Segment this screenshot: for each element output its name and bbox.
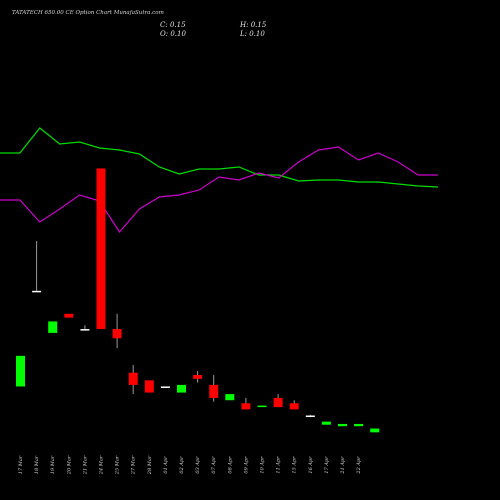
x-tick-label: 19 Mar <box>50 455 56 474</box>
candle <box>96 168 106 330</box>
candle <box>128 365 138 395</box>
green-line-series <box>0 127 439 188</box>
candle-body <box>112 329 122 339</box>
candle <box>177 384 186 393</box>
x-tick-label: 27 Mar <box>131 455 137 475</box>
candle <box>112 313 122 349</box>
candle <box>273 394 283 408</box>
candle-body <box>128 372 138 385</box>
candle-body <box>96 168 106 330</box>
candle <box>241 397 251 410</box>
candle-body <box>177 384 186 393</box>
candle <box>32 241 42 293</box>
x-tick-label: 17 Apr <box>324 456 330 474</box>
candle <box>64 313 74 318</box>
x-tick-label: 15 Apr <box>292 456 298 474</box>
magenta-line-series <box>0 146 438 233</box>
candle <box>209 374 219 402</box>
candle-body <box>305 415 315 418</box>
candle <box>16 355 25 387</box>
candle <box>370 428 380 433</box>
candle <box>354 423 364 427</box>
candle <box>257 405 267 408</box>
candle-body <box>338 423 347 427</box>
x-tick-label: 07 Apr <box>211 456 217 474</box>
candle-body <box>144 380 154 393</box>
candlesticks <box>16 168 380 433</box>
high-value: H: 0.15 <box>240 21 267 29</box>
candle-body <box>273 397 283 408</box>
x-tick-label: 01 Apr <box>163 456 169 474</box>
x-tick-label: 18 Mar <box>34 455 40 474</box>
x-tick-label: 11 Apr <box>276 456 282 474</box>
x-tick-label: 02 Apr <box>179 456 185 474</box>
close-value: C: 0.15 <box>160 21 186 29</box>
open-value: O: 0.10 <box>160 30 186 38</box>
candle-body <box>241 403 251 410</box>
candle <box>80 325 90 331</box>
x-tick-label: 16 Apr <box>308 456 314 474</box>
candle <box>338 423 347 427</box>
x-tick-label: 21 Apr <box>340 456 346 475</box>
indicator-lines <box>0 127 439 233</box>
candle <box>144 380 154 393</box>
x-tick-label: 21 Mar <box>82 455 88 475</box>
candle-body <box>160 386 170 388</box>
candle <box>305 414 315 418</box>
x-tick-label: 28 Mar <box>147 455 153 475</box>
chart-title: TATATECH 650.00 CE Option Chart MunafaSu… <box>12 10 164 16</box>
candle <box>48 321 58 333</box>
low-value: L: 0.10 <box>240 30 265 38</box>
candle-body <box>209 384 219 398</box>
candle-body <box>354 423 364 427</box>
x-tick-label: 03 Apr <box>195 456 201 474</box>
candle-body <box>64 313 74 318</box>
x-tick-label: 24 Mar <box>99 455 105 475</box>
candle-body <box>32 290 42 293</box>
candle-body <box>48 321 58 333</box>
candle <box>193 371 203 383</box>
candle-body <box>289 403 299 410</box>
candle-body <box>80 329 90 331</box>
x-tick-label: 17 Mar <box>18 455 24 474</box>
candle <box>160 386 170 388</box>
x-tick-label: 09 Apr <box>243 456 249 474</box>
candle-body <box>370 428 380 433</box>
candle-body <box>225 394 235 401</box>
x-tick-label: 10 Apr <box>260 456 266 474</box>
candle <box>225 394 235 401</box>
x-axis-labels: 17 Mar 18 Mar 19 Mar 20 Mar 21 Mar 24 Mar 25 M… <box>18 455 362 475</box>
candle <box>289 400 299 410</box>
x-tick-label: 25 Mar <box>115 455 121 475</box>
candle-body <box>321 421 331 425</box>
candle <box>321 421 331 425</box>
x-tick-label: 20 Mar <box>66 455 72 475</box>
candle-body <box>193 374 203 379</box>
x-tick-label: 08 Apr <box>227 456 233 474</box>
candle-body <box>16 355 25 387</box>
candle-body <box>257 405 267 408</box>
x-tick-label: 22 Apr <box>356 456 362 475</box>
